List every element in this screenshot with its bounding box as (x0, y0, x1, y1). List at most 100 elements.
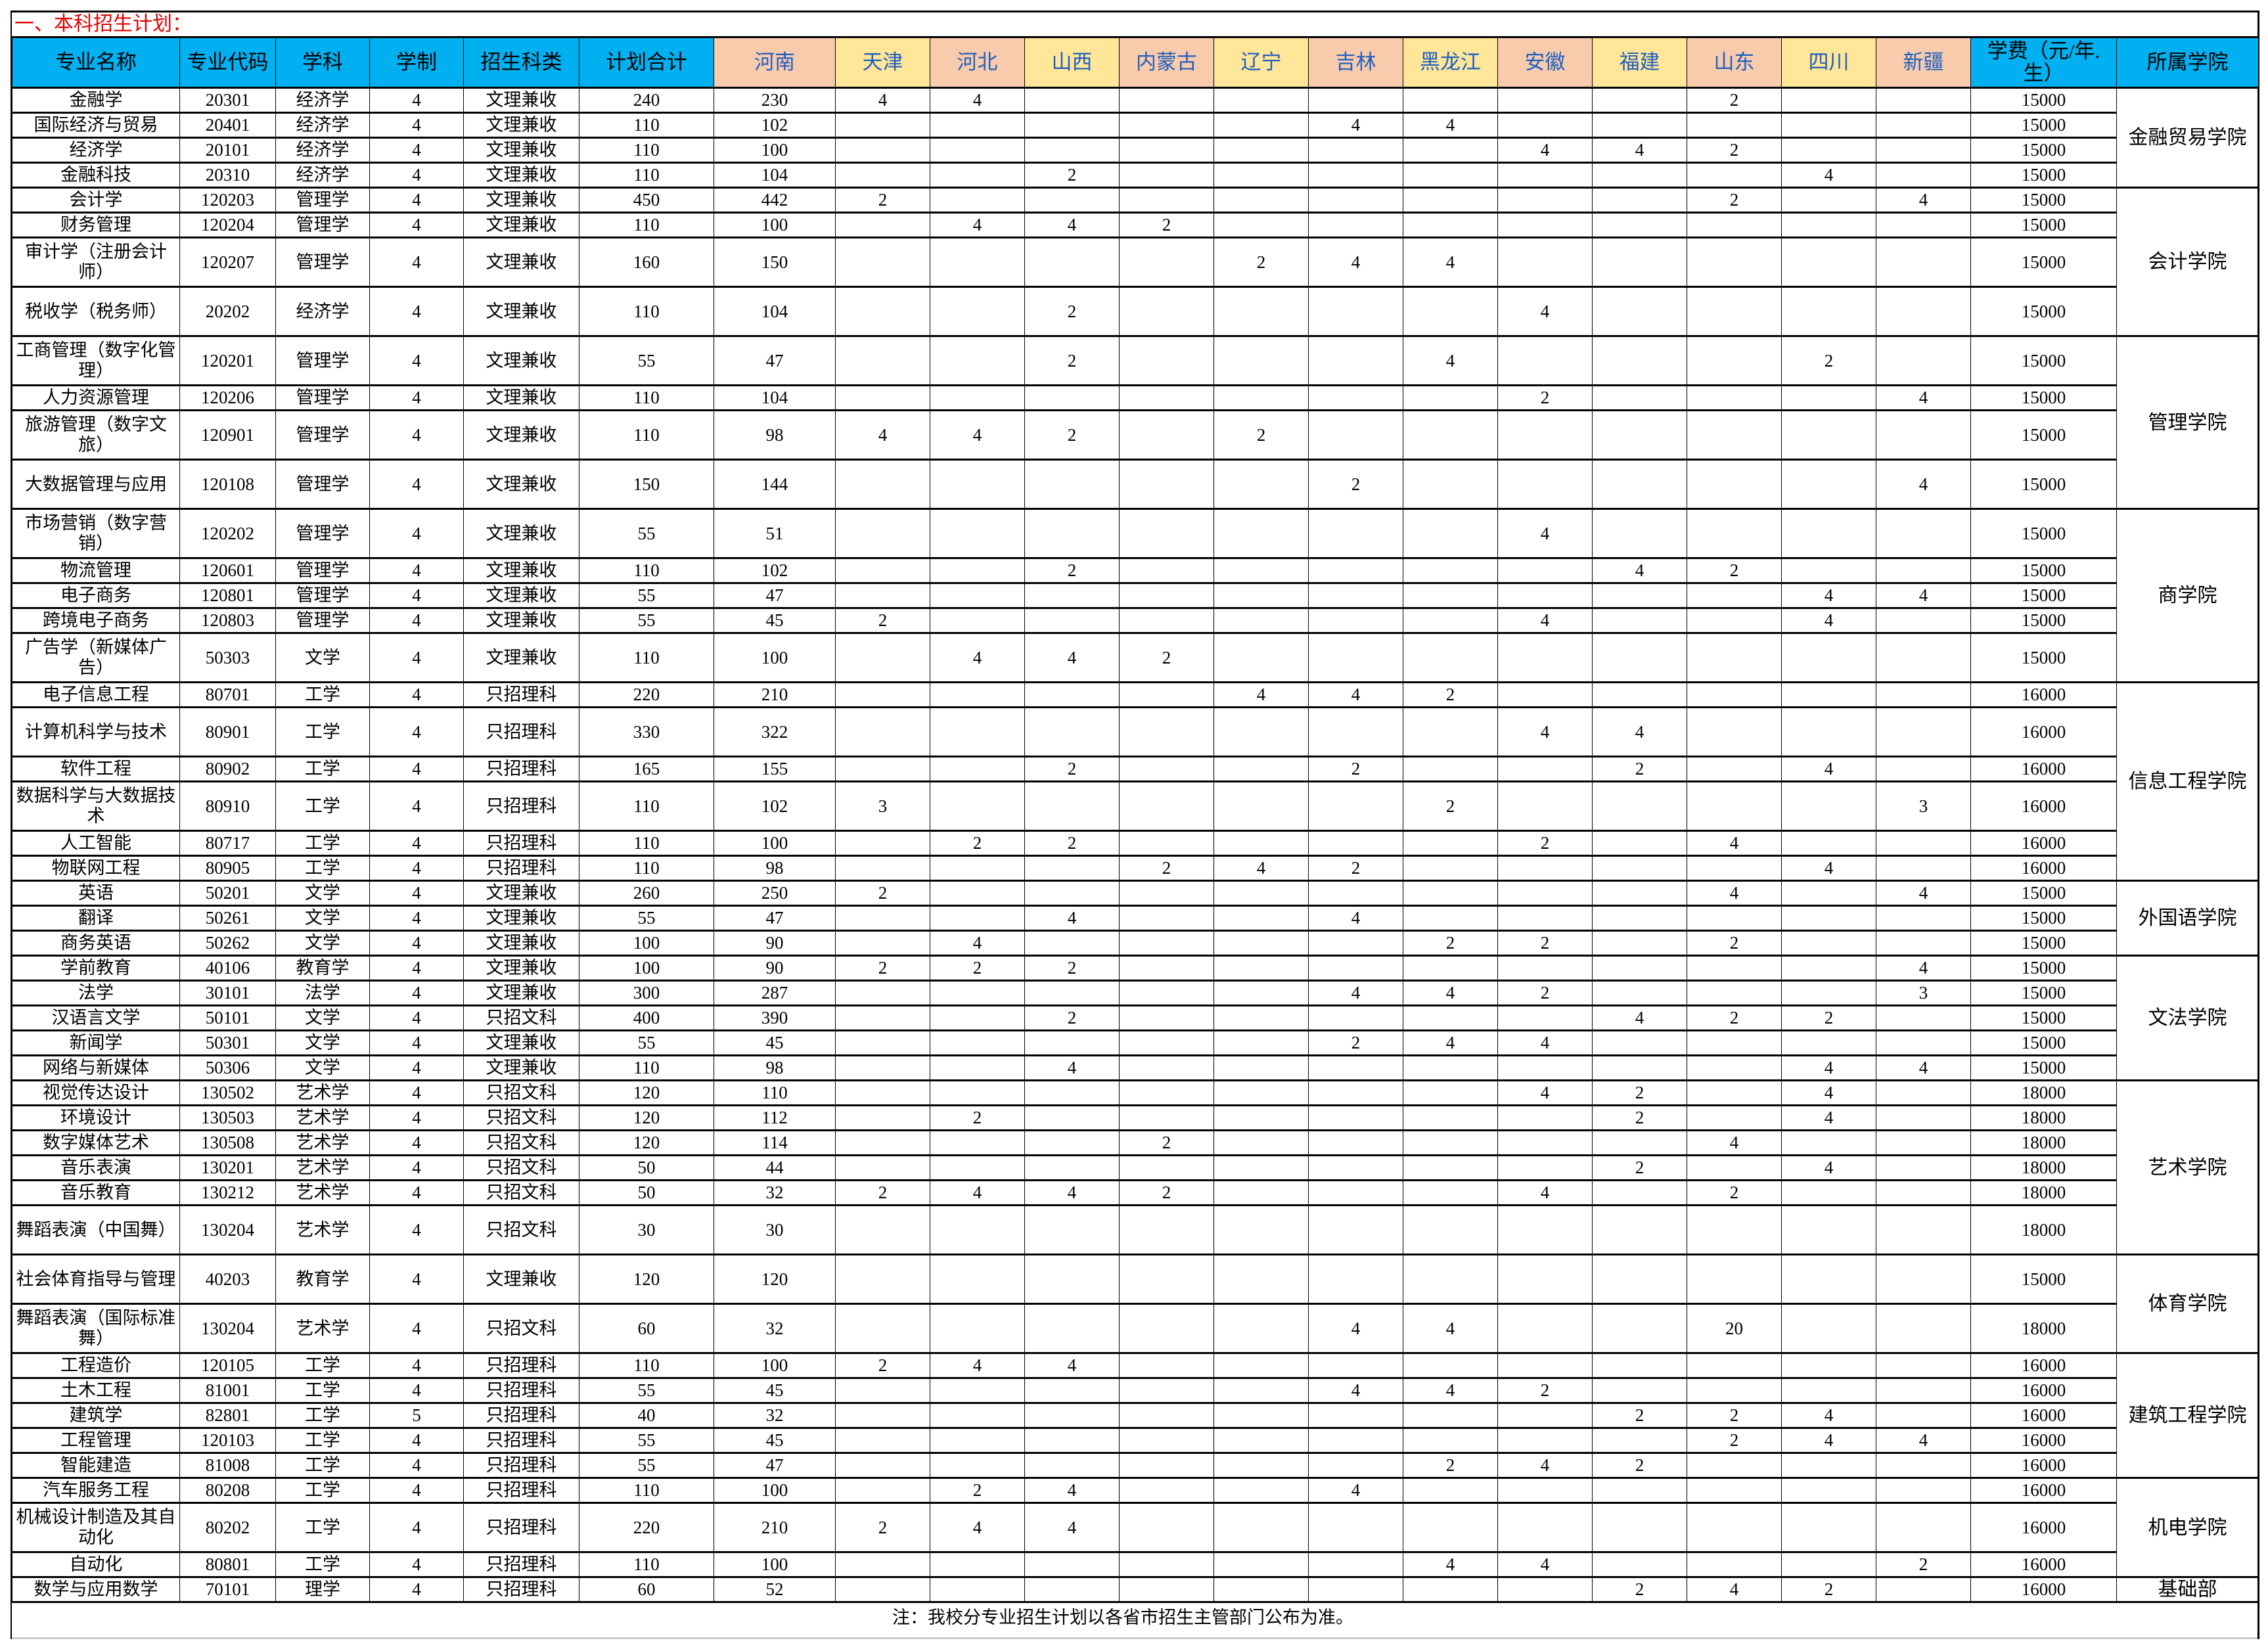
duration: 4 (369, 980, 464, 1006)
province-quota (1308, 187, 1403, 214)
major-code: 130212 (179, 1180, 276, 1206)
province-quota: 4 (1687, 1577, 1782, 1603)
province-quota (1687, 1552, 1782, 1578)
major-code: 20401 (179, 112, 276, 139)
province-quota: 210 (714, 682, 836, 708)
tuition-fee: 15000 (1970, 137, 2117, 164)
province-quota (1024, 385, 1120, 411)
college-name: 基础部 (2116, 1577, 2259, 1603)
province-quota (1876, 1105, 1971, 1131)
province-quota (1687, 1080, 1782, 1106)
major-name: 汉语言文学 (12, 1005, 180, 1031)
header-province: 安徽 (1497, 38, 1593, 89)
major-code: 120601 (179, 558, 276, 584)
province-quota: 2 (1308, 855, 1403, 882)
plan-total: 400 (579, 1005, 714, 1031)
province-quota (835, 508, 930, 559)
tuition-fee: 18000 (1970, 1105, 2117, 1131)
plan-total: 110 (579, 410, 714, 461)
major-name: 国际经济与贸易 (12, 112, 180, 139)
subject: 艺术学 (275, 1105, 370, 1131)
major-code: 80902 (179, 756, 276, 782)
plan-total: 165 (579, 756, 714, 782)
province-quota: 104 (714, 286, 836, 337)
duration: 4 (369, 558, 464, 584)
province-quota (1876, 756, 1971, 782)
header-province: 山东 (1687, 38, 1782, 89)
province-quota (1119, 1453, 1214, 1479)
province-quota: 47 (714, 1453, 836, 1479)
major-name: 工商管理（数字化管理） (12, 336, 180, 386)
province-quota: 2 (1497, 1378, 1593, 1404)
province-quota (1403, 1055, 1498, 1081)
province-quota (835, 1130, 930, 1156)
province-quota: 2 (835, 1502, 930, 1553)
plan-total: 120 (579, 1130, 714, 1156)
province-quota: 2 (835, 1353, 930, 1379)
province-quota: 4 (1024, 1502, 1120, 1553)
province-quota (1024, 137, 1120, 164)
province-quota (1024, 1130, 1120, 1156)
province-quota: 2 (1024, 558, 1120, 584)
province-quota (1781, 237, 1876, 288)
province-quota (1497, 410, 1593, 461)
province-quota: 4 (1403, 980, 1498, 1006)
province-quota (1213, 1478, 1309, 1504)
province-quota (1781, 508, 1876, 559)
province-quota: 45 (714, 608, 836, 634)
province-quota (835, 583, 930, 609)
province-quota: 100 (714, 830, 836, 857)
province-quota (1308, 880, 1403, 907)
province-quota (1592, 682, 1687, 708)
admission-category: 文理兼收 (463, 459, 579, 510)
major-code: 120202 (179, 508, 276, 559)
province-quota: 4 (1308, 237, 1403, 288)
province-quota (1403, 187, 1498, 214)
province-quota: 4 (1497, 1180, 1593, 1206)
province-quota: 250 (714, 880, 836, 907)
admission-category: 只招文科 (463, 1080, 579, 1106)
province-quota (1781, 212, 1876, 238)
province-quota (1497, 1055, 1593, 1081)
duration: 4 (369, 855, 464, 882)
province-quota: 155 (714, 756, 836, 782)
table-row: 国际经济与贸易 20401 经济学 4 文理兼收 110 102 4 4 15000 (12, 112, 2259, 139)
province-quota (1308, 1105, 1403, 1131)
duration: 4 (369, 1130, 464, 1156)
province-quota (1213, 336, 1309, 386)
admission-category: 文理兼收 (463, 880, 579, 907)
province-quota (1308, 1205, 1403, 1255)
province-quota (1876, 508, 1971, 559)
major-name: 电子信息工程 (12, 682, 180, 708)
province-quota (930, 112, 1025, 139)
plan-total: 55 (579, 608, 714, 634)
table-row: 工程管理 120103 工学 4 只招理科 55 45 2 4 4 16000 (12, 1428, 2259, 1454)
province-quota (835, 459, 930, 510)
plan-total: 110 (579, 286, 714, 337)
admission-category: 只招理科 (463, 1502, 579, 1553)
province-quota: 4 (1592, 1005, 1687, 1031)
province-quota (1592, 1303, 1687, 1354)
province-quota: 2 (1781, 1005, 1876, 1031)
table-row: 人力资源管理 120206 管理学 4 文理兼收 110 104 2 4 15000 (12, 385, 2259, 411)
admission-category: 只招理科 (463, 756, 579, 782)
province-quota: 2 (1497, 930, 1593, 957)
province-quota: 2 (1592, 1080, 1687, 1106)
province-quota (835, 1105, 930, 1131)
subject: 文学 (275, 1030, 370, 1056)
major-name: 金融学 (12, 87, 180, 114)
admission-category: 文理兼收 (463, 955, 579, 982)
province-quota (1497, 1205, 1593, 1255)
tuition-fee: 16000 (1970, 707, 2117, 757)
table-row: 金融科技 20310 经济学 4 文理兼收 110 104 2 4 15000 (12, 162, 2259, 189)
province-quota (1403, 1155, 1498, 1181)
province-quota (1024, 1155, 1120, 1181)
province-quota: 2 (1024, 830, 1120, 857)
major-code: 50301 (179, 1030, 276, 1056)
subject: 工学 (275, 781, 370, 832)
header-name: 专业名称 (12, 38, 180, 89)
province-quota: 2 (1497, 385, 1593, 411)
province-quota (1687, 707, 1782, 757)
province-quota (930, 459, 1025, 510)
province-quota (835, 212, 930, 238)
